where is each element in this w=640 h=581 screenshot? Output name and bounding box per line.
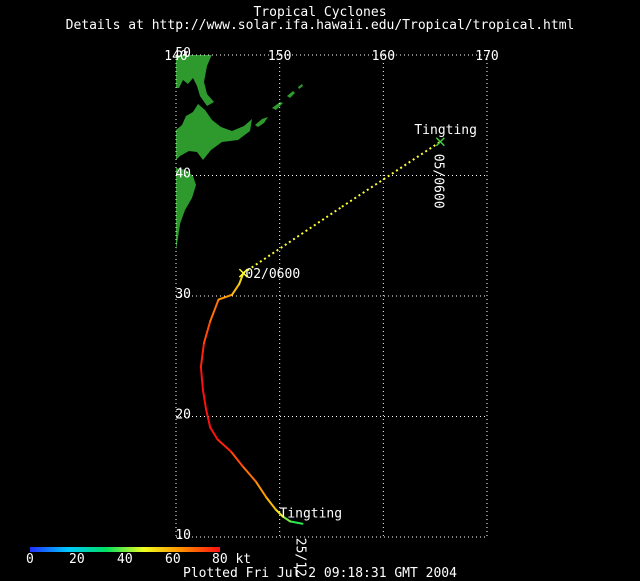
colorbar-tick-40: 40 <box>117 552 133 567</box>
track-segment <box>209 298 220 323</box>
storm-time-end: 05/0600 <box>430 154 445 209</box>
track-segment <box>289 520 304 525</box>
storm-name-start: Tingting <box>279 507 342 522</box>
chart-subtitle: Details at http://www.solar.ifa.hawaii.e… <box>65 18 575 33</box>
lat-tick-10: 10 <box>175 528 191 543</box>
lon-tick-170: 170 <box>475 49 498 64</box>
lat-tick-40: 40 <box>175 167 191 182</box>
axis-tick-labels: 140 150 160 170 10 20 30 40 50 <box>164 46 498 543</box>
forecast-track <box>242 140 441 274</box>
current-position-marker <box>238 268 248 278</box>
colorbar-tick-0: 0 <box>26 552 34 567</box>
track-segment <box>201 388 208 411</box>
track-segment <box>241 464 257 483</box>
lat-tick-20: 20 <box>175 408 191 423</box>
storm-track <box>199 272 304 525</box>
lon-tick-140: 140 <box>164 49 187 64</box>
track-segment <box>216 438 232 453</box>
track-segment <box>254 480 268 499</box>
track-segment <box>209 426 219 441</box>
kuril-island-2 <box>272 102 283 110</box>
track-segment <box>199 341 205 369</box>
track-segment <box>217 293 233 301</box>
land-masses <box>176 55 303 250</box>
forecast-segment <box>341 140 441 208</box>
track-segment <box>229 450 244 467</box>
storm-name-end: Tingting <box>414 123 477 138</box>
lat-tick-50: 50 <box>175 46 191 61</box>
track-segment <box>265 496 277 511</box>
track-segment <box>205 408 212 429</box>
sakhalin-landmass <box>176 55 214 106</box>
kuril-island-4 <box>298 84 303 89</box>
storm-time-mid: 02/0600 <box>245 267 300 282</box>
intensity-colorbar <box>30 547 220 552</box>
track-markers <box>238 137 445 278</box>
lat-tick-30: 30 <box>175 287 191 302</box>
track-segment <box>274 508 284 518</box>
lon-tick-160: 160 <box>372 49 395 64</box>
kuril-island-1 <box>255 117 268 127</box>
lon-tick-150: 150 <box>268 49 291 64</box>
hokkaido-landmass <box>176 104 252 160</box>
honshu-landmass <box>176 168 196 250</box>
track-segment <box>230 282 241 296</box>
forecast-segment <box>242 206 343 274</box>
plot-timestamp: Plotted Fri Jul 2 09:18:31 GMT 2004 <box>183 566 457 581</box>
kuril-island-3 <box>287 91 295 98</box>
chart-title: Tropical Cyclones <box>253 5 387 20</box>
colorbar-tick-80: 80 kt <box>212 552 252 567</box>
track-segment <box>281 515 292 523</box>
track-segment <box>238 272 245 285</box>
colorbar-tick-60: 60 <box>165 552 181 567</box>
storm-time-start: 25/12 <box>292 538 307 577</box>
lat-lon-grid <box>175 54 488 538</box>
forecast-end-marker <box>435 137 445 147</box>
colorbar-tick-20: 20 <box>69 552 85 567</box>
track-segment <box>202 320 212 344</box>
track-segment <box>199 366 204 391</box>
